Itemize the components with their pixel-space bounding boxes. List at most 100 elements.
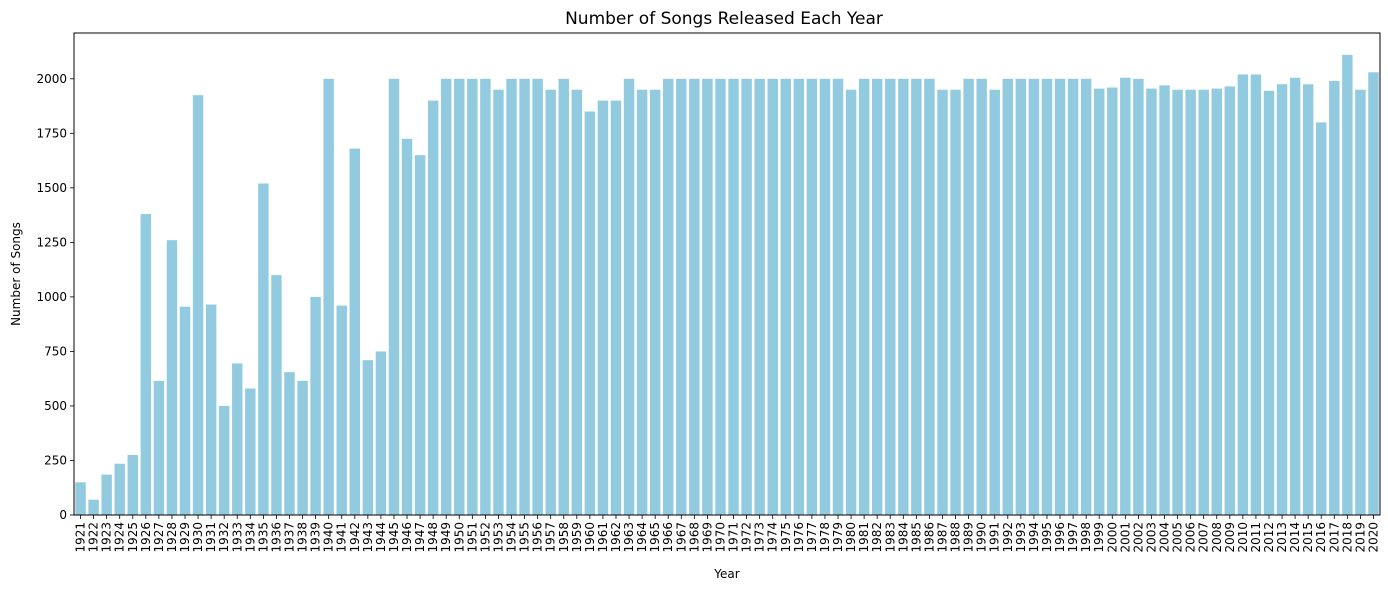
x-tick-label: 1941 <box>335 522 349 553</box>
bar-1964 <box>636 89 648 516</box>
x-tick-label: 1981 <box>857 522 871 553</box>
bar-1997 <box>1067 78 1079 516</box>
x-tick-label: 1974 <box>766 522 780 553</box>
x-tick-label: 1964 <box>635 522 649 553</box>
y-tick-label: 2000 <box>36 72 67 86</box>
x-tick-label: 1936 <box>269 522 283 553</box>
bar-1954 <box>506 78 517 516</box>
x-tick-label: 1995 <box>1040 522 1054 553</box>
x-tick-label: 1932 <box>217 522 231 553</box>
bar-1924 <box>114 463 125 515</box>
bar-1978 <box>819 78 831 516</box>
bar-2005 <box>1172 89 1183 516</box>
bar-1939 <box>310 296 321 515</box>
bar-1984 <box>898 78 909 516</box>
x-tick-label: 1994 <box>1027 522 1041 553</box>
bar-1928 <box>166 240 178 515</box>
bar-2013 <box>1276 84 1288 515</box>
bar-1949 <box>440 78 452 516</box>
bar-1956 <box>532 78 543 516</box>
bar-1931 <box>205 304 217 515</box>
x-tick-label: 1929 <box>178 522 192 553</box>
x-tick-label: 1984 <box>896 522 910 553</box>
bar-1937 <box>284 372 295 515</box>
x-tick-label: 1988 <box>949 522 963 553</box>
x-axis: 1921 1922 1923 1924 1925 1926 1927 1928 1929 1930… <box>74 515 1380 553</box>
bar-1930 <box>192 95 204 515</box>
bar-1982 <box>871 78 883 516</box>
plot-frame <box>73 32 1381 516</box>
bar-1926 <box>140 214 152 515</box>
bar-1987 <box>937 89 948 516</box>
bar-2015 <box>1302 84 1314 515</box>
bar-1933 <box>232 363 243 515</box>
x-tick-label: 1948 <box>426 522 440 553</box>
x-tick-label: 1985 <box>909 522 923 553</box>
bar-1950 <box>454 78 465 516</box>
bar-1948 <box>427 100 439 516</box>
bar-1989 <box>963 78 974 516</box>
x-tick-label: 1951 <box>465 522 479 553</box>
x-tick-label: 1967 <box>674 522 688 553</box>
bar-1960 <box>584 111 596 516</box>
bar-1991 <box>989 89 1000 516</box>
bar-2014 <box>1289 77 1301 516</box>
bar-1968 <box>689 78 700 516</box>
bar-2006 <box>1185 89 1196 516</box>
x-tick-label: 1970 <box>713 522 727 553</box>
x-tick-label: 1957 <box>544 522 558 553</box>
bar-1999 <box>1093 88 1105 516</box>
x-tick-label: 1978 <box>818 522 832 553</box>
x-tick-label: 1983 <box>883 522 897 553</box>
x-tick-label: 1953 <box>491 522 505 553</box>
y-tick-label: 1000 <box>36 290 67 304</box>
x-tick-label: 1993 <box>1014 522 1028 553</box>
x-tick-label: 2002 <box>1131 522 1145 553</box>
bar-1925 <box>127 455 138 515</box>
x-tick-label: 1968 <box>687 522 701 553</box>
x-axis-label: Year <box>713 567 739 581</box>
x-tick-label: 1997 <box>1066 522 1080 553</box>
x-tick-label: 2005 <box>1171 522 1185 553</box>
x-tick-label: 1980 <box>844 522 858 553</box>
x-tick-label: 2008 <box>1210 522 1224 553</box>
bar-1955 <box>519 78 530 516</box>
x-tick-label: 1955 <box>518 522 532 553</box>
x-tick-label: 1943 <box>361 522 375 553</box>
bar-1980 <box>845 89 857 516</box>
bar-1929 <box>179 306 191 515</box>
bar-1923 <box>101 474 112 515</box>
x-tick-label: 1923 <box>100 522 114 553</box>
bar-1952 <box>480 78 491 516</box>
bar-1965 <box>649 89 661 516</box>
x-tick-label: 1976 <box>792 522 806 553</box>
x-tick-label: 1926 <box>139 522 153 553</box>
x-tick-label: 1950 <box>452 522 466 553</box>
x-tick-label: 1999 <box>1092 522 1106 553</box>
bar-1922 <box>88 499 99 515</box>
bar-2016 <box>1316 122 1327 516</box>
x-tick-label: 1975 <box>779 522 793 553</box>
x-tick-label: 1954 <box>505 522 519 553</box>
x-tick-label: 1963 <box>622 522 636 553</box>
x-tick-label: 1921 <box>74 522 88 553</box>
y-tick-label: 0 <box>59 508 67 522</box>
x-tick-label: 1952 <box>478 522 492 553</box>
x-tick-label: 1956 <box>531 522 545 553</box>
x-tick-label: 2000 <box>1105 522 1119 553</box>
bar-1983 <box>885 78 896 516</box>
bar-1990 <box>976 78 987 516</box>
bar-2019 <box>1355 89 1366 516</box>
bar-1934 <box>245 388 256 515</box>
x-tick-label: 1969 <box>700 522 714 553</box>
x-tick-label: 1998 <box>1079 522 1093 553</box>
x-tick-label: 2015 <box>1301 522 1315 553</box>
bar-2018 <box>1342 54 1353 516</box>
bar-1961 <box>597 100 609 516</box>
bar-1935 <box>258 183 269 516</box>
bar-2007 <box>1198 89 1209 516</box>
x-tick-label: 1966 <box>661 522 675 553</box>
x-tick-label: 2007 <box>1197 522 1211 553</box>
bar-2011 <box>1250 74 1262 515</box>
x-tick-label: 1931 <box>204 522 218 553</box>
